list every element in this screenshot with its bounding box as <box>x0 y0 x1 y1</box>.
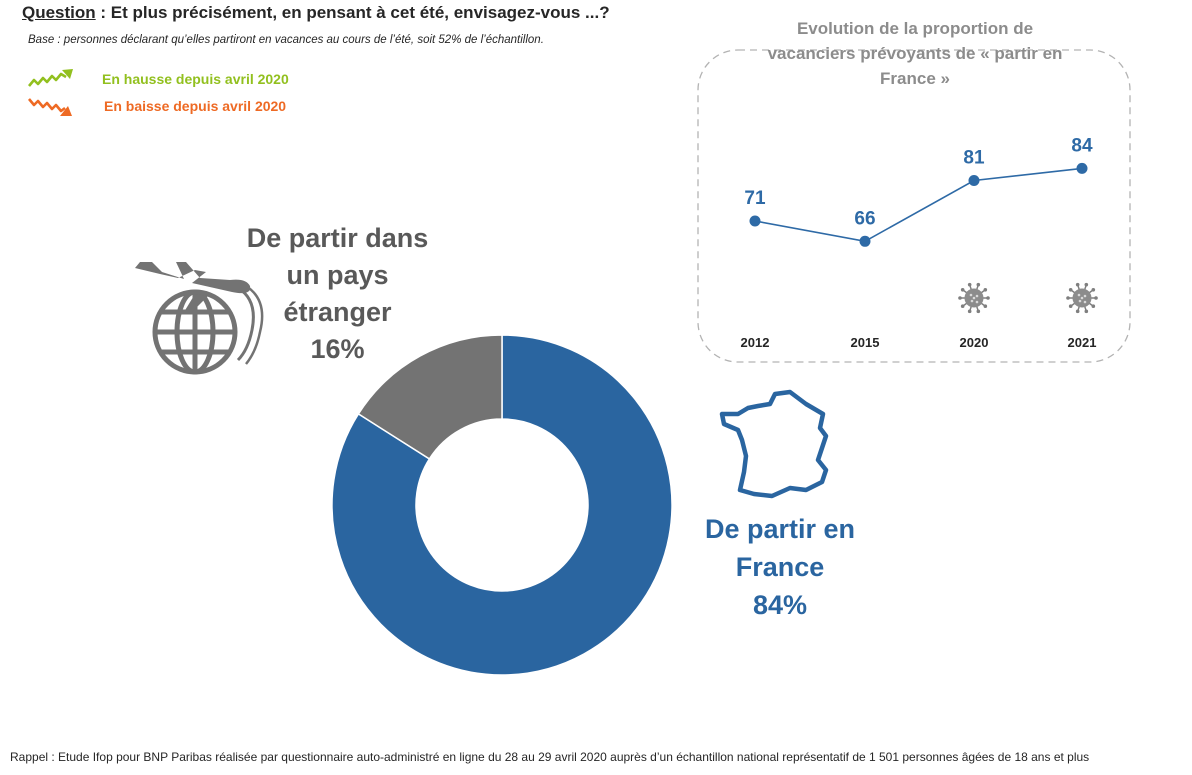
legend-up-label: En hausse depuis avril 2020 <box>102 71 289 87</box>
data-label: 84 <box>1071 135 1093 156</box>
inset-title: Evolution de la proportion de vacanciers… <box>740 16 1090 91</box>
inset-frame <box>697 49 1131 363</box>
virus-icon <box>958 282 990 314</box>
data-label: 81 <box>963 148 985 169</box>
legend-down-label: En baisse depuis avril 2020 <box>104 98 287 114</box>
x-tick-label: 2015 <box>851 335 880 350</box>
donut-slice-abroad <box>357 334 503 460</box>
data-point <box>859 235 871 247</box>
abroad-label: De partir dans un pays étranger 16% <box>220 220 455 368</box>
trend-down-arrow-icon <box>28 98 72 116</box>
footnote: Rappel : Etude Ifop pour BNP Paribas réa… <box>10 750 1090 764</box>
plane-globe-icon <box>135 262 264 375</box>
base-note: Base : personnes déclarant qu’elles part… <box>28 34 544 46</box>
france-label-line1: De partir en <box>704 514 856 544</box>
question-line: Question : Et plus précisément, en pensa… <box>22 3 610 23</box>
inset-title-line3: France » <box>880 69 950 88</box>
series-line <box>754 167 1083 243</box>
data-label: 66 <box>854 208 875 229</box>
inset-title-line1: Evolution de la proportion de <box>796 19 1034 38</box>
data-label: 71 <box>744 188 766 209</box>
question-text: : Et plus précisément, en pensant à cet … <box>95 3 610 22</box>
question-label: Question <box>22 3 96 22</box>
inset-title-line2: vacanciers prévoyants de « partir en <box>767 44 1063 63</box>
france-label-line2: France <box>735 552 825 582</box>
data-point <box>1076 162 1088 174</box>
legend-down: En baisse depuis avril 2020 <box>26 94 286 118</box>
virus-icon <box>1066 282 1098 314</box>
abroad-label-line2: un pays <box>286 260 389 290</box>
france-value: 84% <box>752 590 808 620</box>
donut-chart <box>331 334 673 676</box>
inset-line-chart: 71 2012 66 2015 81 2020 84 2021 <box>741 135 1098 350</box>
data-point <box>968 175 980 186</box>
france-label: De partir en France 84% <box>680 510 880 624</box>
data-point <box>749 215 761 227</box>
x-tick-label: 2021 <box>1068 335 1097 350</box>
abroad-label-line1: De partir dans <box>246 223 429 253</box>
legend-up: En hausse depuis avril 2020 <box>26 67 289 91</box>
abroad-value: 16% <box>310 334 365 364</box>
x-tick-label: 2020 <box>960 335 989 350</box>
abroad-label-line3: étranger <box>283 297 392 327</box>
france-map-icon <box>719 389 829 499</box>
donut-slice-france <box>331 334 673 676</box>
trend-up-arrow-icon <box>28 69 73 87</box>
x-tick-label: 2012 <box>741 335 770 350</box>
